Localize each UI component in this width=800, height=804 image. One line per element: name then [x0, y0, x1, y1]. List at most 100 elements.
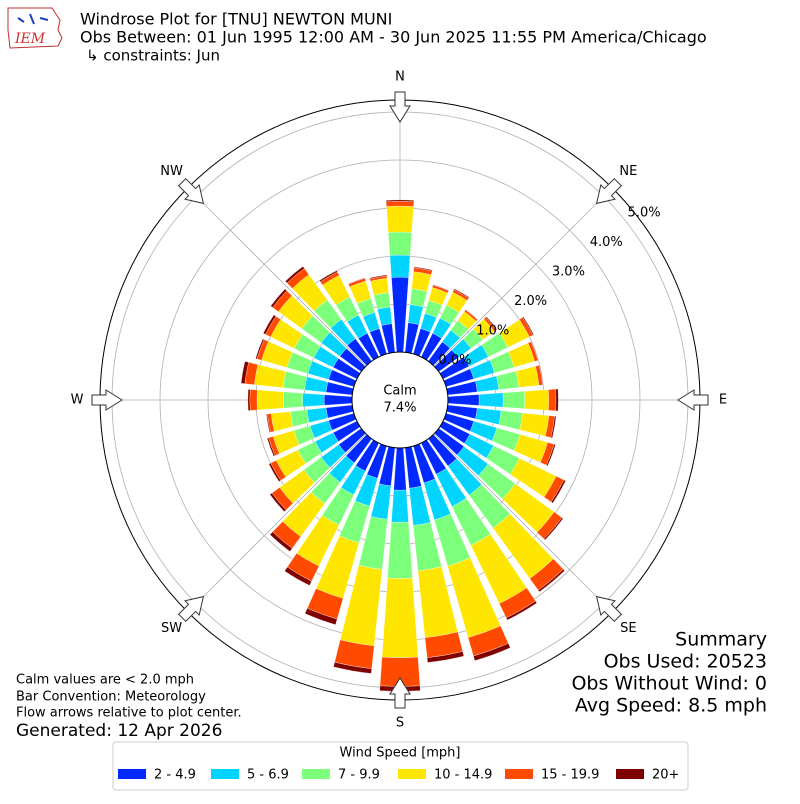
flow-arrow — [177, 595, 205, 623]
r-tick-label: 1.0% — [476, 324, 509, 339]
flow-arrow — [595, 595, 623, 623]
bar-segment — [453, 288, 470, 299]
bar-segment — [473, 643, 511, 661]
bar-segment — [386, 205, 414, 233]
arrow-shape — [177, 595, 205, 623]
bar-segment — [432, 284, 450, 292]
flow-arrow — [389, 91, 411, 123]
bar-segment — [389, 254, 411, 278]
bar-segment — [283, 391, 303, 409]
bar-segment — [369, 274, 388, 280]
note: Calm values are < 2.0 mph — [16, 673, 194, 688]
bar-segment — [387, 521, 413, 579]
compass-label: NW — [160, 164, 183, 179]
bar-segment — [426, 651, 465, 663]
bar-segment — [485, 316, 498, 331]
bar-segment — [247, 389, 251, 411]
flow-arrow — [389, 677, 411, 709]
note: Bar Convention: Meteorology — [16, 690, 206, 705]
bar-segment — [522, 316, 534, 336]
logo: IEM — [7, 7, 63, 49]
r-tick-label: 3.0% — [552, 264, 585, 279]
bar-segment — [524, 389, 549, 411]
bar-segment — [254, 364, 287, 388]
legend-label: 20+ — [652, 768, 679, 783]
legend-label: 7 - 9.9 — [338, 768, 380, 783]
note: Flow arrows relative to plot center. — [16, 706, 242, 721]
legend-label: 15 - 19.9 — [541, 768, 599, 783]
bar-segment — [377, 306, 393, 326]
compass-label: N — [395, 70, 405, 85]
bar-segment — [475, 375, 499, 393]
legend-swatch — [118, 769, 146, 779]
bar-segment — [409, 288, 428, 308]
bar-segment — [385, 201, 415, 207]
summary-line: Summary — [675, 629, 767, 651]
bar-segment — [502, 391, 525, 409]
bar-segment — [543, 517, 564, 541]
bar-segment — [391, 276, 409, 353]
bar-segment — [519, 412, 550, 437]
logo-text: IEM — [14, 31, 46, 47]
bar-segment — [268, 462, 281, 482]
legend-swatch — [616, 769, 644, 779]
spoke — [399, 399, 613, 613]
bar-segment — [324, 394, 353, 406]
spoke — [399, 187, 613, 401]
bar-segment — [304, 608, 338, 625]
bar-segment — [266, 413, 271, 433]
flow-arrow — [677, 389, 709, 411]
bar-segment — [496, 370, 520, 390]
bar-segment — [284, 566, 312, 586]
bar-segment — [266, 437, 276, 457]
bar-segment — [319, 270, 338, 283]
bar-segment — [269, 531, 293, 552]
bar-segment — [447, 394, 480, 406]
summary-line: Obs Without Wind: 0 — [571, 673, 767, 695]
arrow-shape — [595, 177, 623, 205]
bar-segment — [498, 410, 523, 431]
generated: Generated: 12 Apr 2026 — [16, 721, 222, 741]
bar-segment — [385, 199, 415, 202]
calm-value: 7.4% — [383, 401, 416, 416]
bar-segment — [407, 304, 424, 325]
bar-segment — [348, 277, 366, 285]
flow-arrow — [91, 389, 123, 411]
chart-title: Windrose Plot for [TNU] NEWTON MUNI — [80, 10, 392, 29]
arrow-shape — [177, 177, 205, 205]
bar-segment — [333, 662, 372, 674]
bar-segment — [393, 447, 407, 491]
calm-circle — [351, 351, 449, 449]
bar-segment — [411, 271, 432, 292]
bar-segment — [270, 411, 294, 432]
r-tick-label: 0.0% — [438, 353, 471, 368]
bar-segment — [550, 416, 557, 439]
bar-segment — [370, 278, 389, 296]
compass-label: E — [719, 393, 727, 408]
bar-segment — [475, 407, 502, 425]
bar-segment — [413, 266, 433, 272]
legend-label: 2 - 4.9 — [154, 768, 196, 783]
legend-swatch — [211, 769, 239, 779]
bar-segment — [515, 366, 540, 388]
bar-segment — [538, 568, 565, 593]
bar-segment — [290, 409, 310, 427]
flow-arrow — [177, 177, 205, 205]
r-tick-label: 5.0% — [628, 205, 661, 220]
compass-label: NE — [619, 164, 637, 179]
summary-line: Avg Speed: 8.5 mph — [575, 695, 767, 717]
flow-arrow — [595, 177, 623, 205]
bar-segment — [478, 392, 504, 408]
legend-title: Wind Speed [mph] — [340, 746, 461, 761]
r-tick-label: 4.0% — [590, 235, 623, 250]
bar-segment — [381, 577, 419, 658]
bar-segment — [306, 407, 328, 423]
constraints: ↳ constraints: Jun — [86, 47, 220, 65]
spoke — [187, 187, 401, 401]
compass-label: SE — [620, 621, 636, 636]
arrow-shape — [389, 91, 411, 123]
r-tick-label: 2.0% — [514, 294, 547, 309]
chart-subtitle: Obs Between: 01 Jun 1995 12:00 AM - 30 J… — [80, 28, 707, 47]
bar-segment — [304, 376, 328, 393]
